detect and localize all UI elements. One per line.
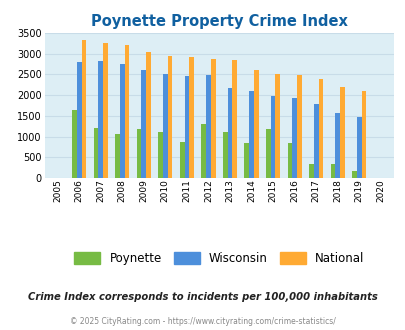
Bar bbox=[201, 124, 206, 178]
Bar bbox=[352, 171, 356, 178]
Bar bbox=[124, 45, 129, 178]
Bar bbox=[249, 91, 253, 178]
Bar bbox=[167, 56, 172, 178]
Bar bbox=[270, 96, 275, 178]
Bar bbox=[222, 132, 227, 178]
Bar bbox=[308, 164, 313, 178]
Bar bbox=[253, 70, 258, 178]
Bar bbox=[292, 98, 296, 178]
Bar bbox=[339, 86, 344, 178]
Bar bbox=[158, 132, 162, 178]
Text: © 2025 CityRating.com - https://www.cityrating.com/crime-statistics/: © 2025 CityRating.com - https://www.city… bbox=[70, 317, 335, 326]
Bar bbox=[94, 128, 98, 178]
Bar bbox=[296, 75, 301, 178]
Legend: Poynette, Wisconsin, National: Poynette, Wisconsin, National bbox=[68, 246, 369, 271]
Bar bbox=[81, 40, 86, 178]
Bar bbox=[227, 88, 232, 178]
Bar bbox=[244, 143, 249, 178]
Bar bbox=[72, 110, 77, 178]
Bar bbox=[232, 59, 237, 178]
Bar bbox=[210, 59, 215, 178]
Bar bbox=[318, 80, 322, 178]
Bar bbox=[115, 134, 119, 178]
Bar bbox=[184, 76, 189, 178]
Bar bbox=[103, 43, 108, 178]
Bar bbox=[361, 91, 366, 178]
Bar bbox=[146, 52, 151, 178]
Bar bbox=[206, 75, 210, 178]
Bar bbox=[189, 57, 194, 178]
Text: Crime Index corresponds to incidents per 100,000 inhabitants: Crime Index corresponds to incidents per… bbox=[28, 292, 377, 302]
Bar bbox=[265, 129, 270, 178]
Bar bbox=[313, 104, 318, 178]
Bar bbox=[335, 114, 339, 178]
Bar bbox=[330, 164, 335, 178]
Bar bbox=[287, 143, 292, 178]
Bar bbox=[119, 64, 124, 178]
Bar bbox=[77, 62, 81, 178]
Bar bbox=[136, 129, 141, 178]
Bar bbox=[179, 142, 184, 178]
Bar bbox=[356, 117, 361, 178]
Bar bbox=[275, 74, 279, 178]
Bar bbox=[141, 70, 146, 178]
Title: Poynette Property Crime Index: Poynette Property Crime Index bbox=[91, 14, 347, 29]
Bar bbox=[162, 74, 167, 178]
Bar bbox=[98, 61, 103, 178]
